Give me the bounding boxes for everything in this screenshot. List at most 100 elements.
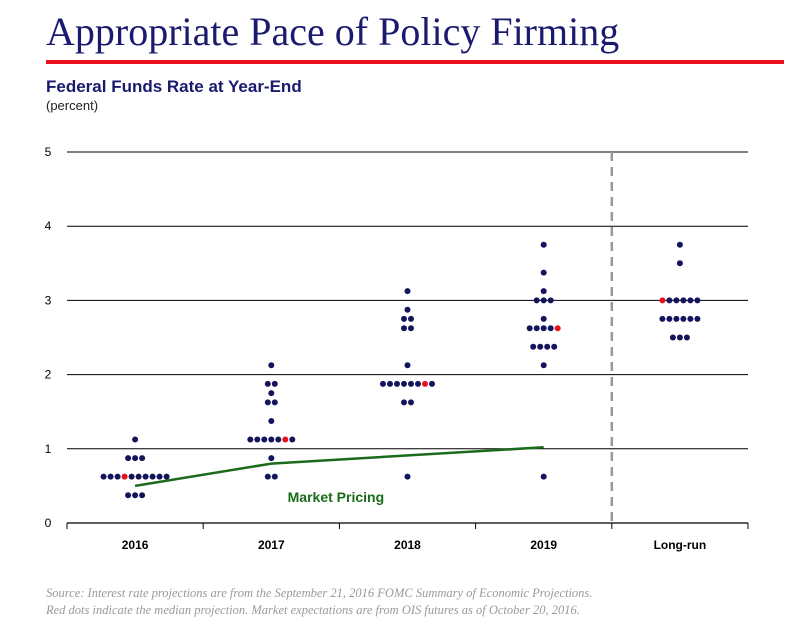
projection-dot [100,473,107,480]
projection-dot [415,380,421,387]
projection-dot [268,362,275,369]
projection-dot [540,325,547,332]
projection-dot [551,343,558,350]
source-line-1: Source: Interest rate projections are fr… [46,586,593,600]
median-dot [659,297,666,304]
projection-dot [540,288,547,295]
projection-dot [125,455,132,462]
projection-dot [680,297,687,304]
y-tick-labels: 0 1 2 3 4 5 [45,145,52,530]
projection-dot [694,297,701,304]
source-note: Source: Interest rate projections are fr… [46,585,786,619]
projection-dot [683,334,690,341]
projection-dot [544,343,551,350]
projection-dot [289,436,296,443]
projection-dot [268,455,275,462]
y-tick-label: 2 [45,368,52,382]
median-dot [422,380,428,387]
projection-dot [132,492,139,499]
projection-dot [264,473,271,480]
projection-dot [408,380,414,387]
slide-title: Appropriate Pace of Policy Firming [46,9,620,54]
projection-dot [261,436,268,443]
projection-dot [163,473,170,480]
projection-dot [429,380,435,387]
median-dot [554,325,561,332]
projection-dots [100,241,701,499]
projection-dot [408,399,414,406]
projection-dot [135,473,142,480]
projection-dot [142,473,149,480]
projection-dot [408,325,414,332]
projection-dot [666,297,673,304]
projection-dot [247,436,254,443]
y-tick-label: 0 [45,516,52,530]
median-dot [121,473,128,480]
projection-dot [380,380,386,387]
x-tick-label-2016: 2016 [122,538,149,552]
projection-dot [673,297,680,304]
projection-dot [540,241,547,248]
x-tick-labels: 2016 2017 2018 2019 Long-run [122,538,706,552]
projection-dot [694,315,701,322]
projection-dot [526,325,533,332]
projection-dot [401,325,407,332]
projection-dot [401,315,407,322]
projection-dot [271,380,278,387]
projection-dot [680,315,687,322]
y-tick-label: 3 [45,293,52,307]
market-pricing-series: Market Pricing [134,446,544,505]
projection-dot [408,315,414,322]
projection-dot [673,315,680,322]
projection-dot [268,436,275,443]
projection-dot [125,492,132,499]
y-tick-label: 5 [45,145,52,159]
projection-dot [114,473,121,480]
projection-dot [547,325,554,332]
projection-dot [271,399,278,406]
projection-dot [275,436,282,443]
median-dot [282,436,289,443]
x-tick-label-2019: 2019 [530,538,557,552]
projection-dot [401,380,407,387]
projection-dot [687,315,694,322]
projection-dot [669,334,676,341]
projection-dot [149,473,156,480]
projection-dot [666,315,673,322]
projection-dot [533,297,540,304]
projection-dot [533,325,540,332]
source-line-2: Red dots indicate the median projection.… [46,603,580,617]
projection-dot [139,492,146,499]
projection-dot [254,436,261,443]
projection-dot [547,297,554,304]
projection-dot [268,418,275,424]
projection-dot [132,436,139,443]
chart-subtitle: (percent) [46,98,99,113]
projection-dot [659,315,666,322]
projection-dot [404,306,411,313]
projection-dot [132,455,139,462]
projection-dot [404,473,411,480]
projection-dot [264,399,271,406]
projection-dot [401,399,407,406]
projection-dot [404,362,411,369]
projection-dot [107,473,114,480]
y-tick-label: 4 [45,219,52,233]
projection-dot [264,380,271,387]
x-tick-label-Long-run: Long-run [654,538,707,552]
market-pricing-line [134,446,544,488]
title-rule [46,60,784,64]
chart-title: Federal Funds Rate at Year-End [46,77,302,96]
projection-dot [676,241,683,248]
x-tick-label-2017: 2017 [258,538,285,552]
projection-dot [271,473,278,480]
projection-dot [540,269,547,276]
projection-dot [676,260,683,267]
projection-dot [128,473,135,480]
projection-dot [540,315,547,322]
projection-dot [156,473,163,480]
projection-dot [139,455,146,462]
projection-dot [537,343,544,350]
projection-dot [394,380,400,387]
